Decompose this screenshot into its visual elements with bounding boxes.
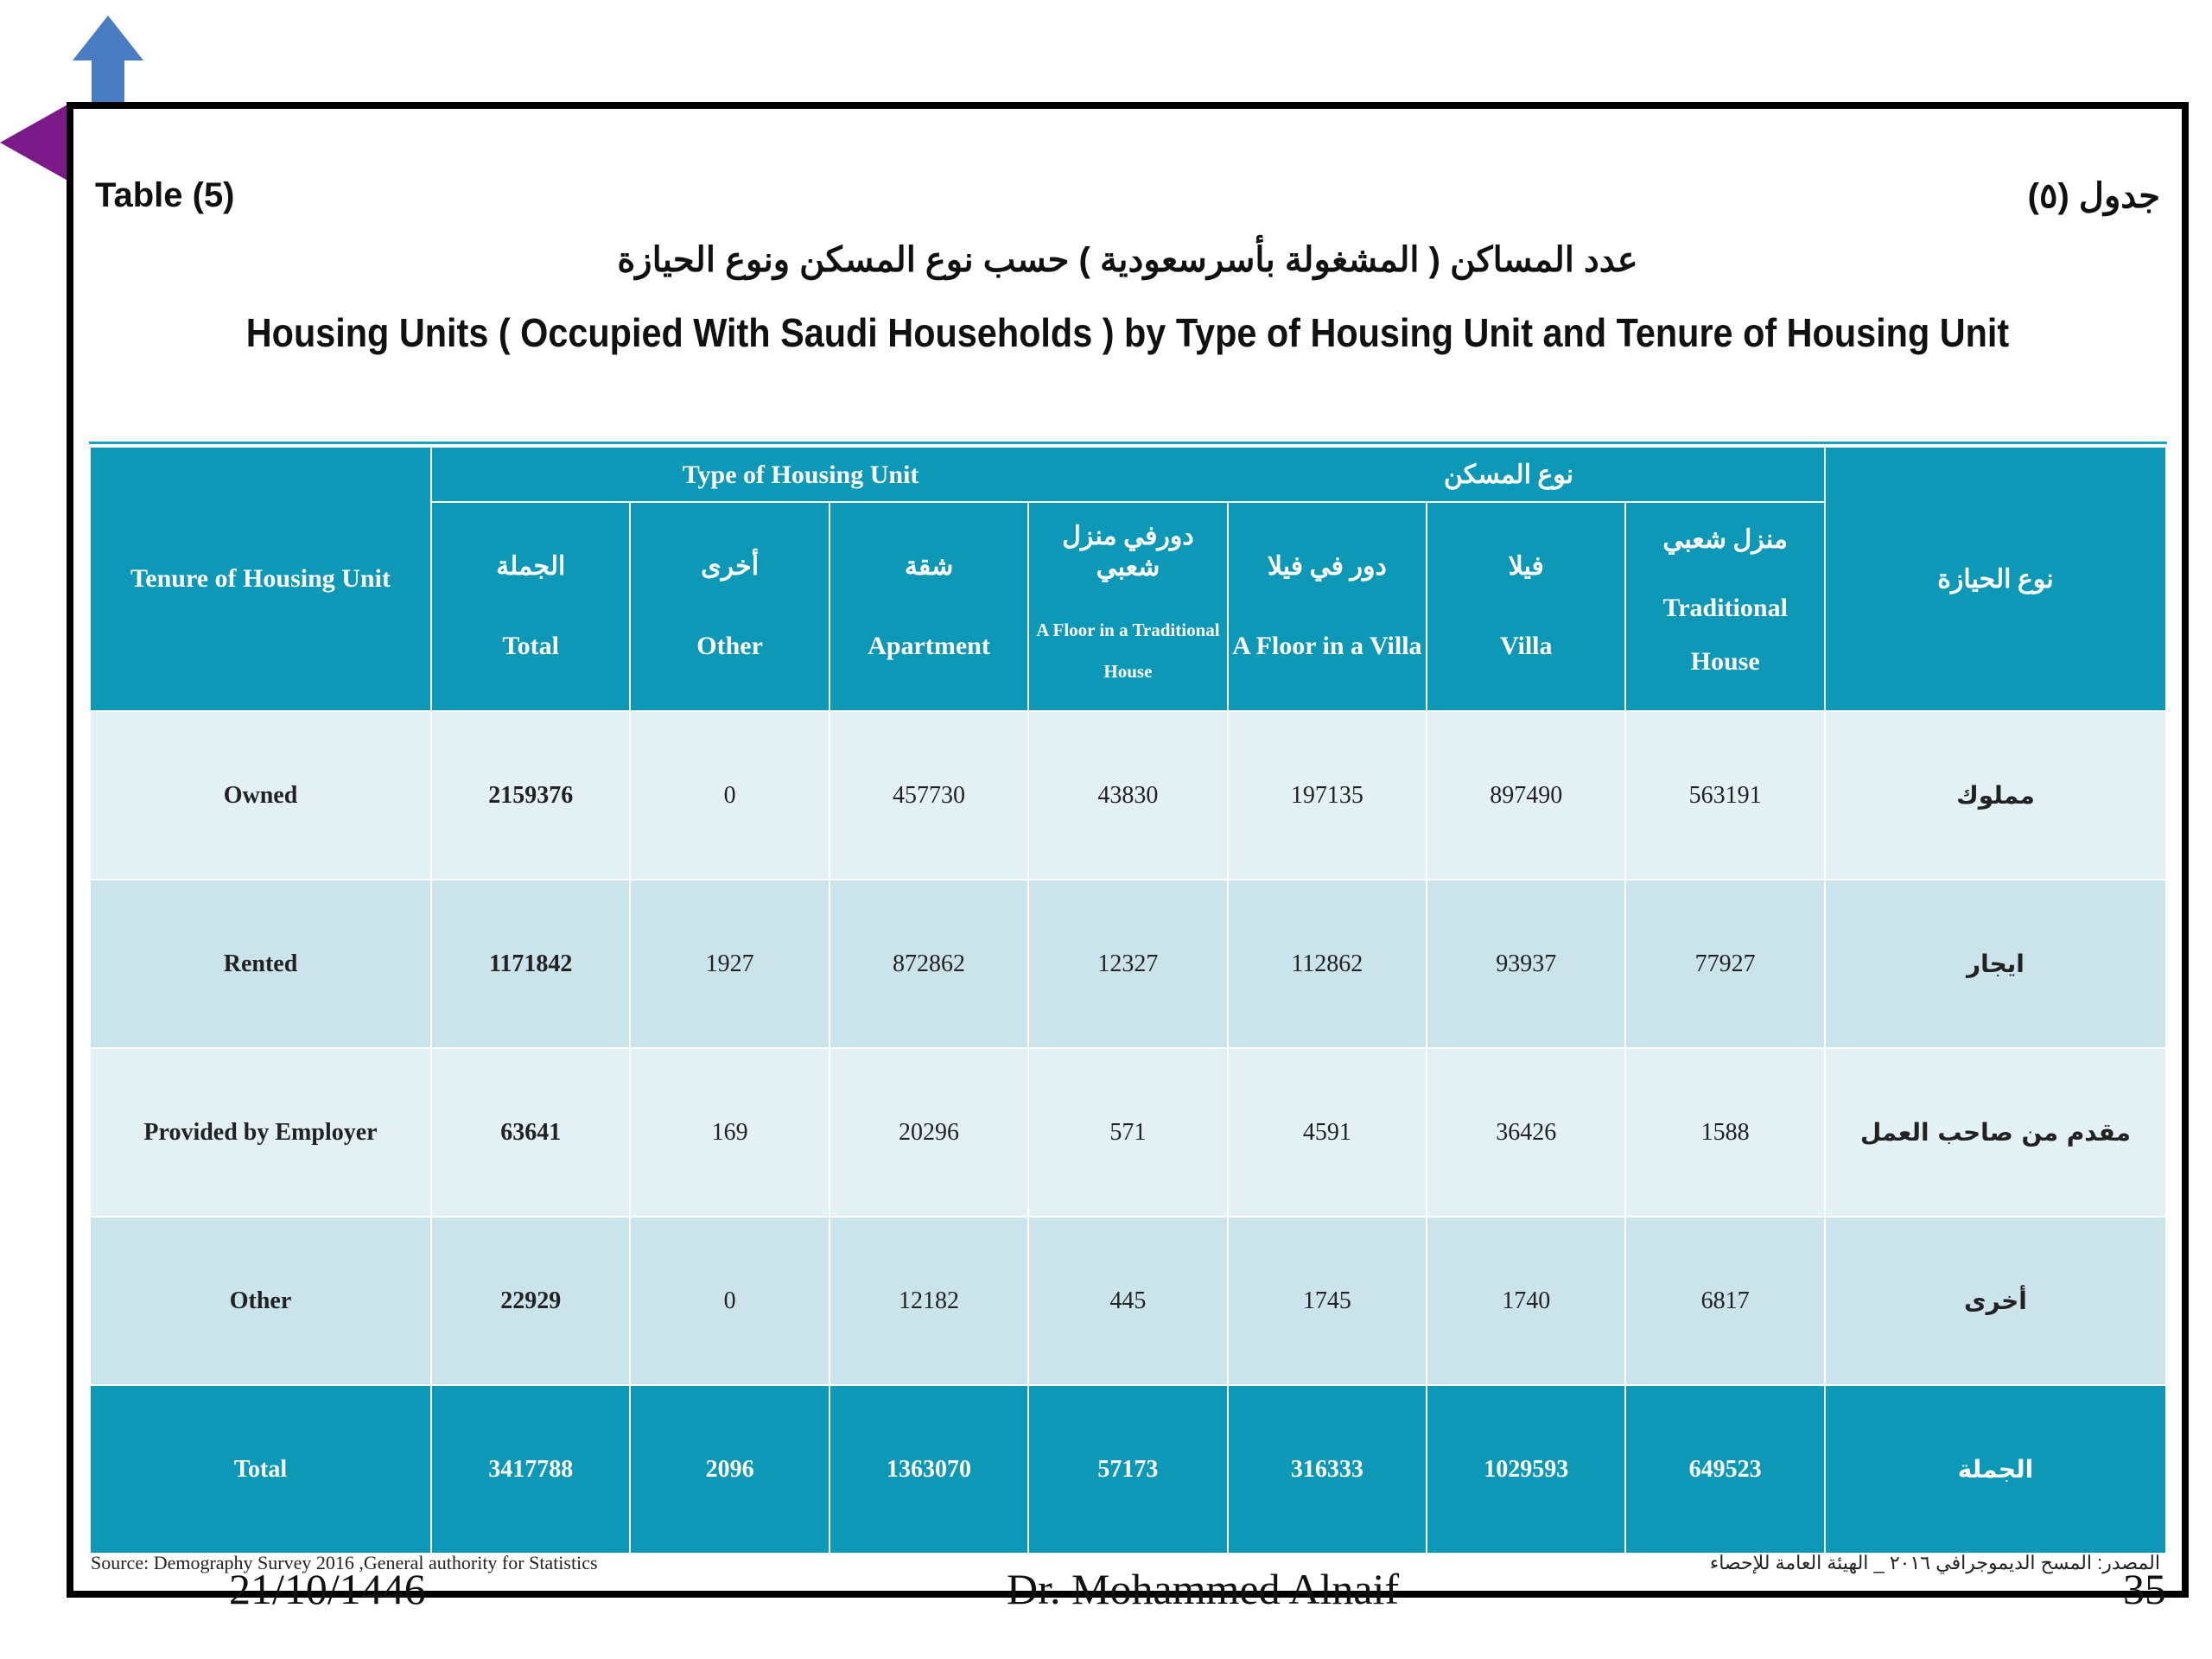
cell: 12327 xyxy=(1027,879,1229,1049)
row-label-ar: أخرى xyxy=(1823,1216,2168,1386)
source-ar: المصدر: المسح الديموجرافي ٢٠١٦ _ الهيئة … xyxy=(1709,1552,2160,1573)
page-number: 35 xyxy=(2123,1565,2166,1613)
cell: 0 xyxy=(629,710,830,880)
col-header-total: الجملة Total xyxy=(429,501,632,712)
row-label-en: Other xyxy=(89,1216,432,1386)
cell: 12182 xyxy=(828,1216,1030,1386)
cell: 872862 xyxy=(828,879,1030,1049)
cell: 36426 xyxy=(1426,1047,1627,1217)
cell: 20296 xyxy=(828,1047,1030,1217)
housing-table: Tenure of Housing Unit Type of Housing U… xyxy=(89,446,2168,1554)
table-label-en: Table (5) xyxy=(95,176,235,214)
cell: 316333 xyxy=(1226,1384,1428,1554)
cell: 1740 xyxy=(1426,1216,1627,1386)
cell: 63641 xyxy=(429,1047,632,1217)
cell: 2159376 xyxy=(429,710,632,880)
row-label-ar: مقدم من صاحب العمل xyxy=(1823,1047,2168,1217)
col-header-villa: فيلا Villa xyxy=(1426,501,1627,712)
slide-frame: Table (5) جدول (٥) عدد المساكن ( المشغول… xyxy=(67,102,2189,1613)
col-header-other: أخرى Other xyxy=(629,501,830,712)
row-label-ar: ايجار xyxy=(1823,879,2168,1049)
table-top-rule xyxy=(89,442,2167,444)
type-header-en: Type of Housing Unit xyxy=(682,460,919,489)
cell: 6817 xyxy=(1624,1216,1826,1386)
table-row: Owned 2159376 0 457730 43830 197135 8974… xyxy=(89,710,2168,880)
row-label-en: Owned xyxy=(89,710,432,880)
row-label-en: Rented xyxy=(89,879,432,1049)
total-row: Total 3417788 2096 1363070 57173 316333 … xyxy=(89,1384,2168,1554)
tenure-header-en: Tenure of Housing Unit xyxy=(89,446,432,712)
up-arrow-icon[interactable] xyxy=(73,16,143,111)
cell: 649523 xyxy=(1624,1384,1826,1554)
title-en: Housing Units ( Occupied With Saudi Hous… xyxy=(245,310,2010,355)
cell: 77927 xyxy=(1624,879,1826,1049)
left-arrow-icon[interactable] xyxy=(0,104,69,181)
row-label-en: Provided by Employer xyxy=(89,1047,432,1217)
title-ar: عدد المساكن ( المشغولة بأسرسعودية ) حسب … xyxy=(617,241,1638,279)
cell: 112862 xyxy=(1226,879,1428,1049)
cell: 4591 xyxy=(1226,1047,1428,1217)
cell: 169 xyxy=(629,1047,830,1217)
cell: 1588 xyxy=(1624,1047,1826,1217)
type-header: Type of Housing Unit نوع المسكن xyxy=(430,446,1826,503)
row-label-ar: مملوك xyxy=(1823,710,2168,880)
cell: 93937 xyxy=(1426,879,1627,1049)
total-label-en: Total xyxy=(89,1384,432,1554)
footer-author: Dr. Mohammed Alnaif xyxy=(1007,1565,1400,1613)
cell: 3417788 xyxy=(429,1384,632,1554)
source-en: Source: Demography Survey 2016 ,General … xyxy=(91,1552,598,1573)
cell: 1029593 xyxy=(1426,1384,1627,1554)
cell: 43830 xyxy=(1027,710,1229,880)
cell: 571 xyxy=(1027,1047,1229,1217)
cell: 457730 xyxy=(828,710,1030,880)
table-label-ar: جدول (٥) xyxy=(2027,177,2160,215)
col-header-apartment: شقة Apartment xyxy=(828,501,1030,712)
cell: 0 xyxy=(629,1216,830,1386)
cell: 1363070 xyxy=(828,1384,1030,1554)
table-row: Other 22929 0 12182 445 1745 1740 6817 أ… xyxy=(89,1216,2168,1386)
table-row: Provided by Employer 63641 169 20296 571… xyxy=(89,1047,2168,1217)
footer-date: 21/10/1446 xyxy=(229,1565,426,1613)
cell: 445 xyxy=(1027,1216,1229,1386)
tenure-header-ar: نوع الحيازة xyxy=(1823,446,2168,712)
cell: 57173 xyxy=(1027,1384,1229,1554)
cell: 197135 xyxy=(1226,710,1428,880)
col-header-floor-villa: دور في فيلا A Floor in a Villa xyxy=(1226,501,1428,712)
cell: 563191 xyxy=(1624,710,1826,880)
cell: 22929 xyxy=(429,1216,632,1386)
table-row: Rented 1171842 1927 872862 12327 112862 … xyxy=(89,879,2168,1049)
col-header-floor-traditional: دورفي منزل شعبي A Floor in a Traditional … xyxy=(1027,501,1229,712)
total-label-ar: الجملة xyxy=(1823,1384,2168,1554)
cell: 1171842 xyxy=(429,879,632,1049)
cell: 1927 xyxy=(629,879,830,1049)
col-header-traditional-house: منزل شعبي Traditional House xyxy=(1624,501,1826,712)
cell: 1745 xyxy=(1226,1216,1428,1386)
type-header-ar: نوع المسكن xyxy=(1443,460,1574,489)
cell: 2096 xyxy=(629,1384,830,1554)
cell: 897490 xyxy=(1426,710,1627,880)
